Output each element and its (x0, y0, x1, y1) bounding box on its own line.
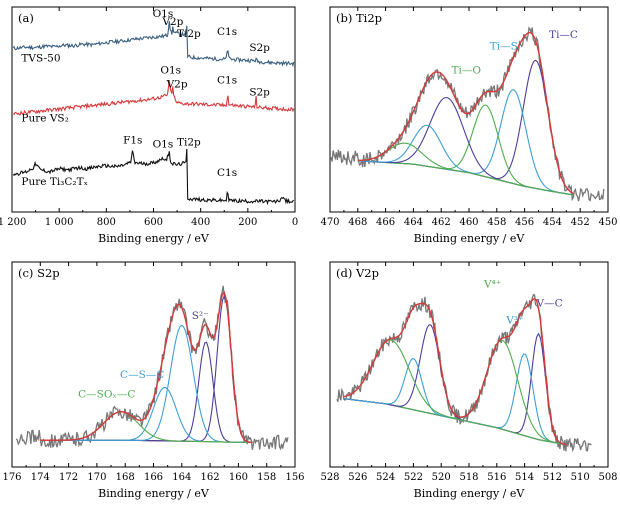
x-tick-label: 458 (487, 217, 506, 228)
peak-label: V2p (161, 16, 183, 28)
series-label: TVS-50 (21, 52, 60, 64)
raw-data-line (15, 285, 289, 451)
component-label: V—C (536, 297, 563, 309)
component-label: V³⁺ (505, 315, 523, 327)
component-label: S²⁻ (192, 310, 209, 322)
component-label: Ti—C (549, 29, 578, 41)
x-tick-label: 468 (348, 217, 367, 228)
x-tick-label: 464 (404, 217, 423, 228)
fit-component-1 (343, 353, 567, 446)
panel-d: 528 526 524 522 520 518 516 514 512 510 508 Binding… (320, 261, 618, 500)
x-tick-label: 466 (376, 217, 395, 228)
component-label: C—S—C (120, 369, 164, 381)
x-tick-label: 170 (87, 472, 106, 483)
x-tick-label: 454 (543, 217, 562, 228)
x-tick-label: 526 (348, 472, 367, 483)
fit-envelope-line (343, 297, 567, 446)
x-tick-label: 400 (191, 217, 210, 228)
panel-b: 470 468 466 464 462 460 458 456 454 452 450 Binding… (320, 6, 618, 245)
x-axis-label: Binding energy / eV (98, 487, 210, 500)
peak-label: O1s (153, 8, 174, 20)
peak-label: V2p (166, 78, 188, 90)
peak-label: C1s (217, 167, 237, 179)
survey-line-2 (12, 148, 295, 206)
series-label: Pure Ti₃C₂Tₓ (21, 176, 88, 188)
x-tick-label: 462 (432, 217, 451, 228)
x-axis-label: Binding energy / eV (414, 232, 526, 245)
x-tick-label: 166 (144, 472, 163, 483)
fit-component-2 (343, 339, 567, 446)
x-tick-label: 1 200 (0, 217, 26, 228)
peak-label: O1s (160, 64, 181, 76)
x-tick-label: 512 (543, 472, 562, 483)
fit-envelope-line (40, 291, 253, 444)
x-tick-label: 470 (320, 217, 339, 228)
survey-line-1 (13, 80, 295, 116)
x-tick-label: 158 (257, 472, 276, 483)
x-tick-label: 600 (144, 217, 163, 228)
x-tick-label: 452 (571, 217, 590, 228)
peak-label: O1s (153, 139, 174, 151)
peak-label: Ti2p (177, 137, 201, 149)
x-tick-label: 528 (320, 472, 339, 483)
peak-label: C1s (217, 26, 237, 38)
x-axis-label: Binding energy / eV (414, 487, 526, 500)
x-tick-label: 800 (97, 217, 116, 228)
component-label: Ti—O (451, 65, 481, 77)
panel-c: 176 174 172 170 168 166 164 162 160 158 156 Binding… (2, 261, 305, 500)
x-tick-label: 200 (238, 217, 257, 228)
x-tick-label: 510 (571, 472, 590, 483)
x-tick-label: 456 (515, 217, 534, 228)
peak-label: C1s (217, 74, 237, 86)
peak-label: F1s (123, 135, 142, 147)
fit-component-0 (357, 59, 574, 194)
fit-component-4 (343, 358, 567, 446)
fit-component-1 (357, 89, 574, 196)
x-tick-label: 516 (487, 472, 506, 483)
component-label: V⁴⁺ (483, 279, 501, 291)
survey-line-0 (12, 21, 295, 68)
x-tick-label: 524 (376, 472, 395, 483)
x-tick-label: 520 (432, 472, 451, 483)
x-tick-label: 450 (598, 217, 617, 228)
x-tick-label: 0 (292, 217, 298, 228)
fit-envelope-line (357, 31, 574, 195)
x-tick-label: 156 (285, 472, 304, 483)
x-tick-label: 174 (31, 472, 50, 483)
peak-label: Ti2p (177, 28, 201, 40)
fit-component-4 (357, 124, 574, 196)
panel-title: (a) (18, 11, 34, 25)
peak-label: S2p (249, 42, 270, 54)
series-label: Pure VS₂ (21, 113, 68, 125)
panel-title: (c) S2p (18, 266, 60, 280)
fit-component-5 (357, 142, 574, 196)
x-tick-label: 460 (459, 217, 478, 228)
x-tick-label: 1 000 (45, 217, 74, 228)
x-tick-label: 172 (59, 472, 78, 483)
x-tick-label: 164 (172, 472, 191, 483)
x-tick-label: 518 (459, 472, 478, 483)
x-tick-label: 168 (116, 472, 135, 483)
panel-title: (b) Ti2p (336, 11, 382, 25)
x-tick-label: 162 (201, 472, 220, 483)
x-tick-label: 508 (598, 472, 617, 483)
x-tick-label: 514 (515, 472, 534, 483)
panel-a: 1 200 1 000 800 600 400 200 0 Binding energy / … (0, 6, 298, 245)
panel-title: (d) V2p (336, 266, 379, 280)
peak-label: S2p (249, 86, 270, 98)
x-tick-label: 176 (2, 472, 21, 483)
component-label: Ti—S (490, 41, 518, 53)
x-axis-label: Binding energy / eV (98, 232, 210, 245)
x-tick-label: 160 (229, 472, 248, 483)
x-tick-label: 522 (404, 472, 423, 483)
component-label: C—SOₓ—C (78, 388, 135, 400)
fit-component-2 (40, 324, 253, 443)
